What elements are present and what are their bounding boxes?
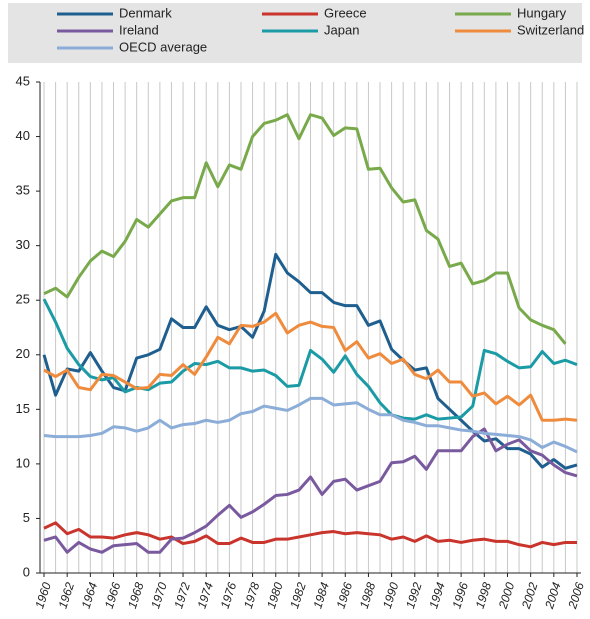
series-line [43,113,567,345]
series-line [42,298,578,421]
x-tick-label: 1992 [403,580,425,610]
x-tick-label: 1988 [357,580,379,610]
x-tick-label: 1982 [287,580,309,610]
x-tick-label: 1990 [380,580,402,610]
x-tick-label: 1984 [310,580,332,610]
y-tick-label: 25 [16,292,30,307]
x-tick-label: 1998 [473,580,495,610]
x-tick-label: 1972 [171,580,193,610]
x-tick-label: 1962 [55,580,77,610]
legend: Denmark Greece Hungary Ireland Japan Switzerl… [57,5,584,54]
y-tick-label: 40 [16,128,30,143]
x-tick-label: 1974 [195,580,217,610]
x-tick-label: 2002 [519,580,541,611]
x-tick-label: 2004 [542,580,564,611]
legend-box [8,3,582,63]
y-tick-label: 35 [16,183,30,198]
legend-label: Switzerland [517,22,584,37]
y-tick-label: 30 [16,237,30,252]
x-tick-label: 1996 [449,580,471,610]
x-tick-label: 1978 [241,580,263,610]
y-tick-label: 45 [16,73,30,88]
legend-label: Greece [324,5,367,20]
series-line [43,396,578,454]
y-tick-label: 20 [16,346,30,361]
legend-label: Hungary [517,5,567,20]
x-tick-label: 1986 [334,580,356,610]
x-tick-label: 1994 [426,580,448,610]
series-line [43,427,578,554]
series-line [43,521,577,549]
lines [42,113,578,554]
x-tick-label: 2006 [565,580,587,611]
x-tick-label: 1976 [218,580,240,610]
x-tick-label: 1970 [148,580,170,610]
legend-label: OECD average [119,39,207,54]
x-tick-label: 1964 [79,580,101,610]
y-tick-label: 15 [16,401,30,416]
y-tick-label: 5 [23,510,30,525]
legend-label: Denmark [119,5,172,20]
series-line [43,311,578,422]
x-tick-label: 1960 [32,580,54,610]
x-tick-label: 1968 [125,580,147,610]
grid [43,82,578,573]
x-tick-label: 1966 [102,580,124,610]
legend-label: Japan [324,22,359,37]
x-tick-label: 1980 [264,580,286,610]
series-line [42,252,578,470]
legend-label: Ireland [119,22,159,37]
y-tick-label: 10 [16,455,30,470]
x-tick-label: 2000 [495,580,517,611]
y-tick-label: 0 [23,564,30,579]
